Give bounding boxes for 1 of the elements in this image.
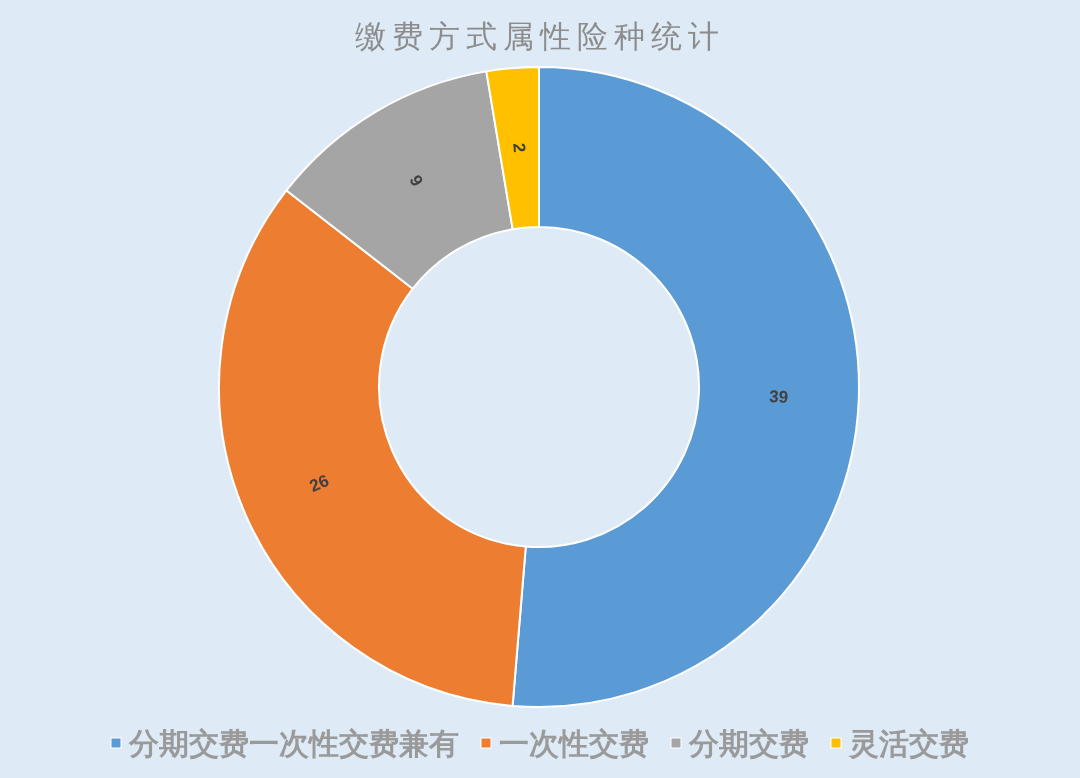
title: 缴费方式属性险种统计: [355, 19, 725, 54]
